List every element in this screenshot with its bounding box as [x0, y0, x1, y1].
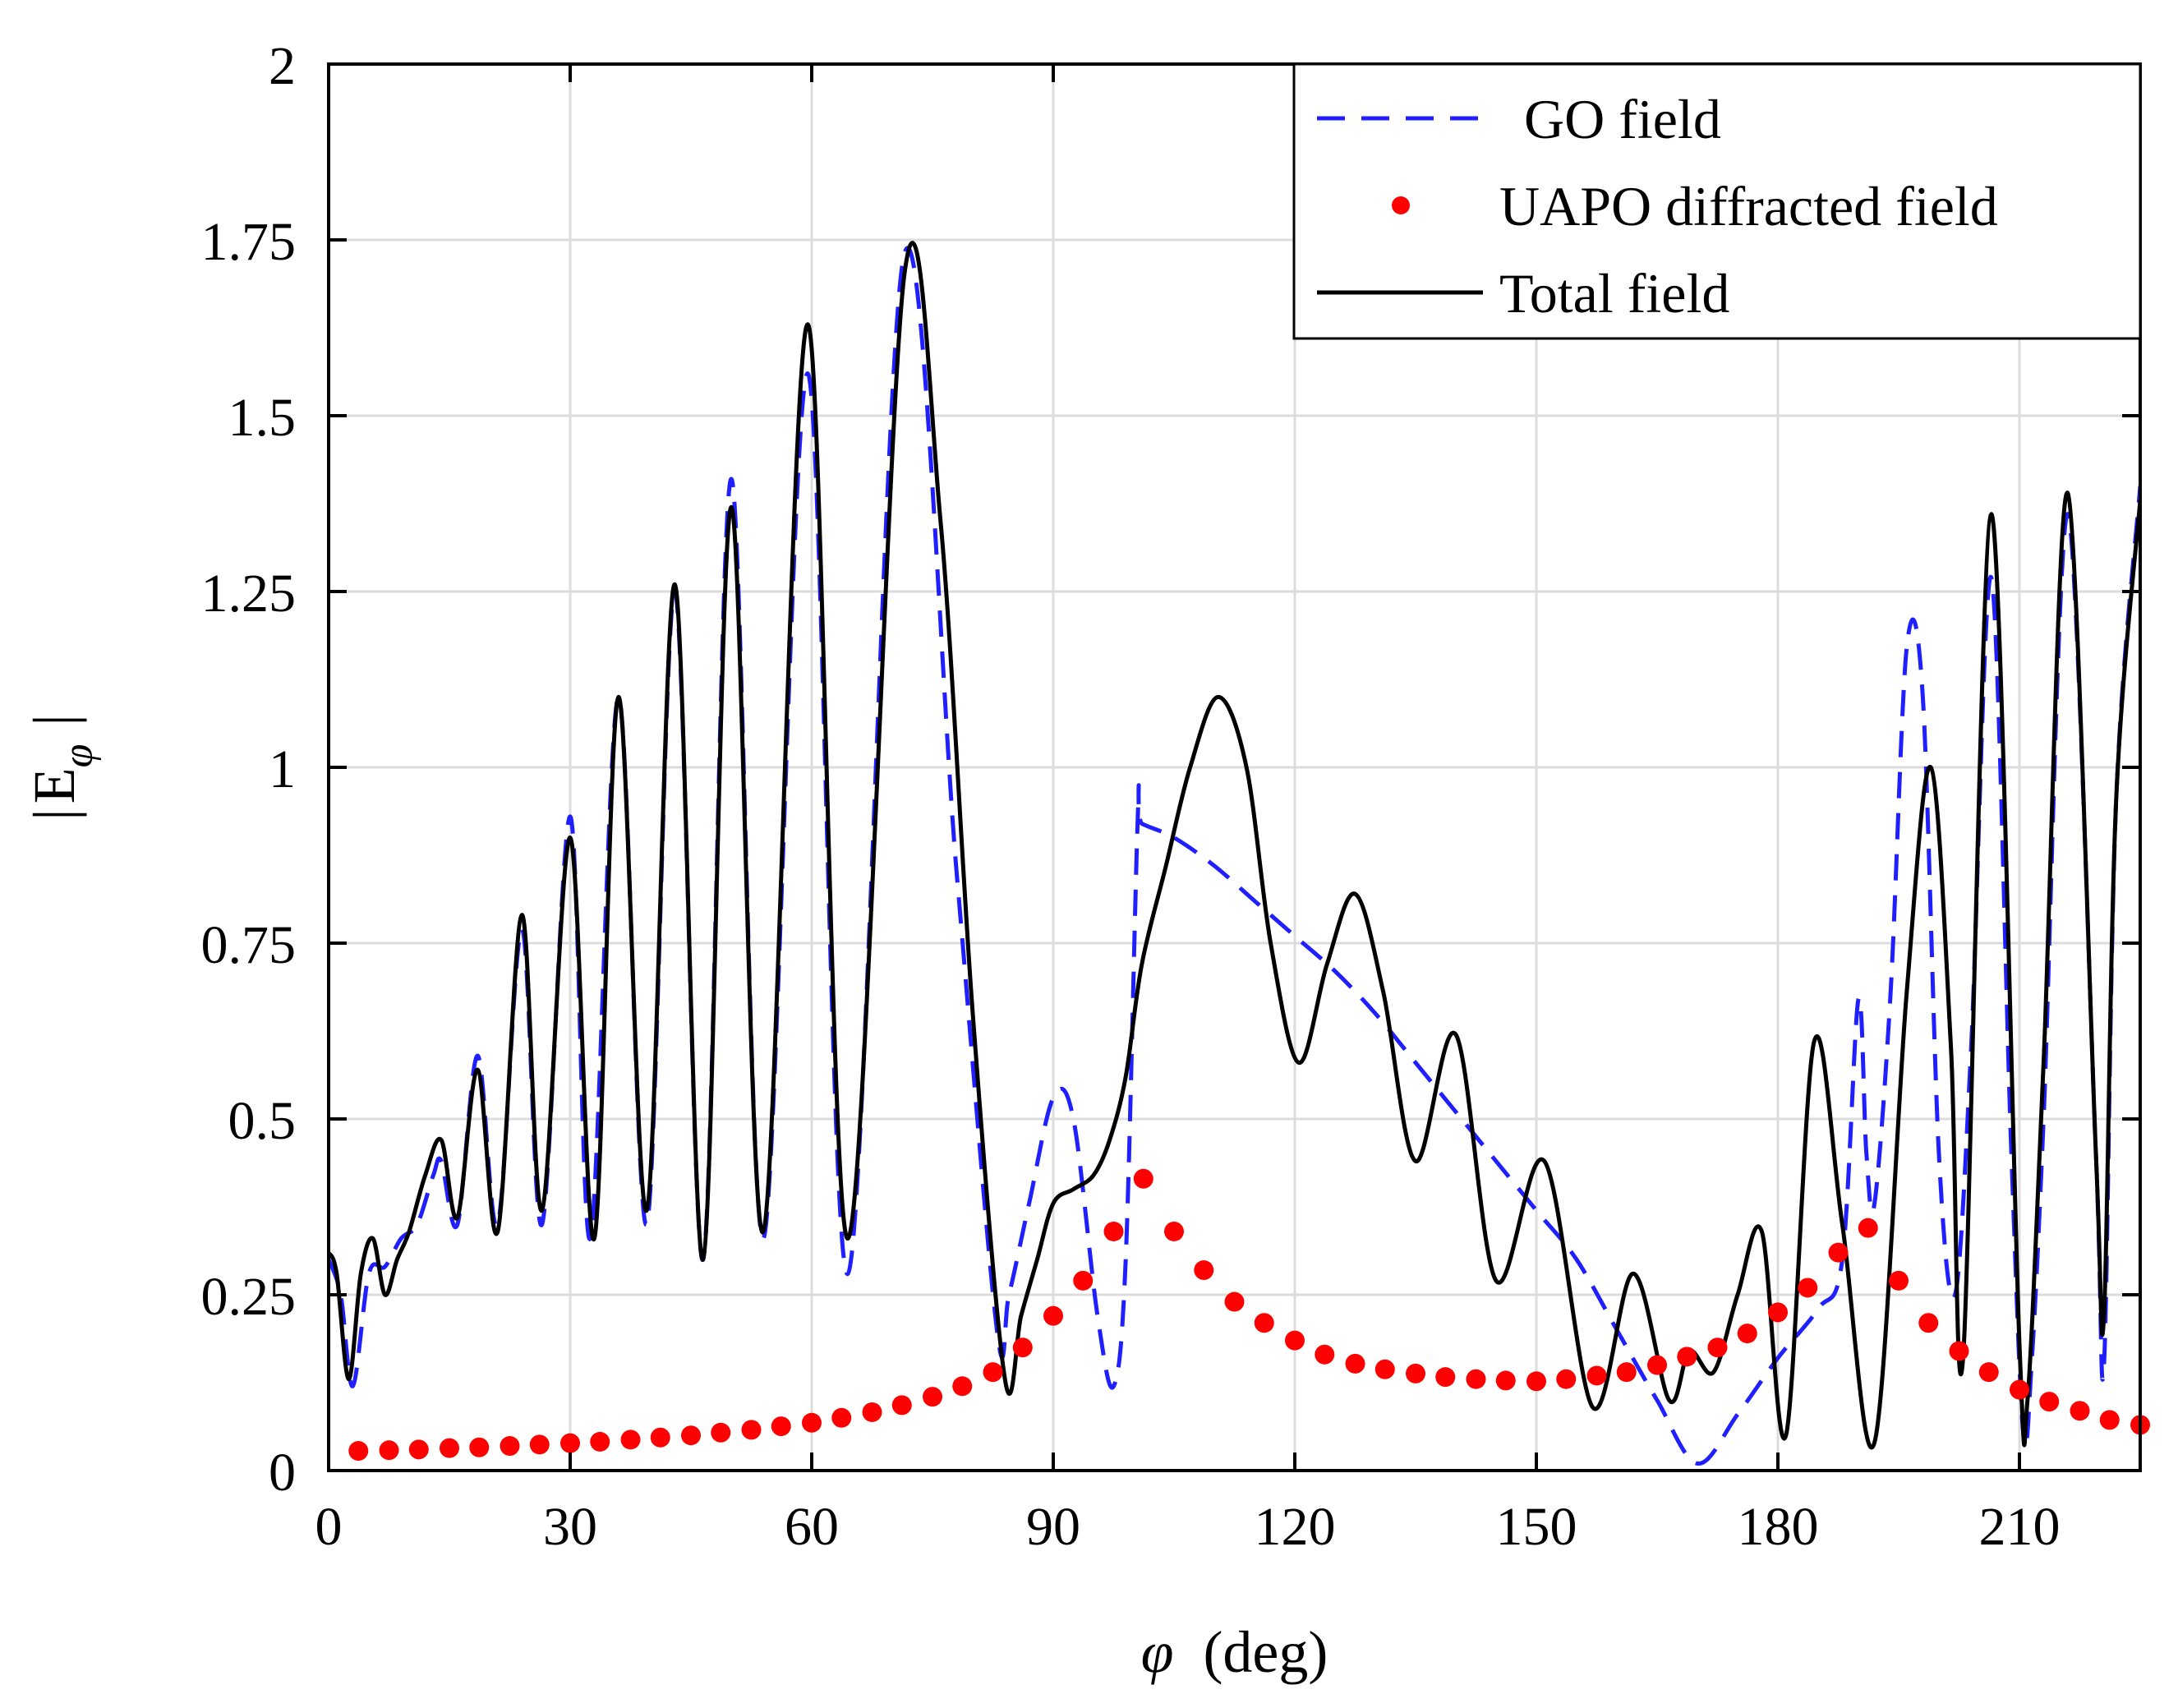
- x-axis-unit: (deg): [1203, 1619, 1328, 1685]
- uapo-data-point: [1194, 1260, 1214, 1281]
- uapo-data-point: [1889, 1270, 1909, 1291]
- uapo-data-point: [1677, 1347, 1697, 1367]
- uapo-data-point: [1345, 1353, 1365, 1374]
- uapo-data-point: [469, 1437, 490, 1457]
- x-tick-label: 60: [785, 1497, 839, 1557]
- uapo-data-point: [1254, 1313, 1274, 1333]
- uapo-data-point: [952, 1376, 973, 1397]
- x-tick-label: 0: [315, 1497, 343, 1557]
- uapo-data-point: [771, 1416, 791, 1437]
- y-tick-label: 1.75: [201, 212, 297, 272]
- uapo-data-point: [1798, 1278, 1818, 1298]
- uapo-data-point: [1978, 1362, 1999, 1383]
- uapo-data-point: [891, 1395, 912, 1416]
- y-tick-label: 0.75: [201, 915, 297, 975]
- uapo-data-point: [1315, 1344, 1335, 1365]
- uapo-data-point: [2039, 1392, 2060, 1412]
- uapo-data-point: [1285, 1330, 1305, 1351]
- uapo-data-point: [1103, 1221, 1124, 1241]
- uapo-data-point: [1556, 1369, 1577, 1389]
- x-tick-label: 90: [1026, 1497, 1080, 1557]
- uapo-data-point: [1858, 1218, 1878, 1238]
- series-line-total-field: [329, 241, 2140, 1450]
- y-tick-label: 1: [269, 739, 296, 799]
- uapo-data-point: [681, 1425, 701, 1446]
- x-tick-label: 210: [1979, 1497, 2061, 1557]
- uapo-data-point: [1828, 1242, 1849, 1263]
- y-tick-label: 1.25: [201, 564, 297, 624]
- uapo-data-point: [1012, 1337, 1033, 1358]
- uapo-data-point: [2099, 1410, 2120, 1430]
- uapo-data-point: [620, 1429, 641, 1450]
- x-tick-label: 30: [543, 1497, 597, 1557]
- plot-series: [329, 241, 2150, 1466]
- uapo-data-point: [590, 1431, 610, 1452]
- y-tick-label: 0.25: [201, 1267, 297, 1327]
- uapo-data-point: [802, 1412, 822, 1433]
- uapo-data-point: [1526, 1371, 1546, 1392]
- uapo-data-point: [1707, 1337, 1728, 1358]
- uapo-data-point: [1949, 1341, 1969, 1361]
- legend-swatch-uapo-field: [1392, 196, 1410, 214]
- uapo-data-point: [1918, 1313, 1939, 1333]
- uapo-data-point: [1164, 1221, 1184, 1241]
- y-tick-label: 1.5: [228, 388, 297, 448]
- uapo-data-point: [831, 1407, 852, 1428]
- y-axis-main: E: [21, 767, 87, 803]
- uapo-data-point: [500, 1436, 520, 1457]
- uapo-data-point: [1616, 1362, 1637, 1383]
- y-axis-title: |Eφ|: [21, 714, 102, 821]
- x-tick-label: 120: [1255, 1497, 1336, 1557]
- uapo-data-point: [348, 1441, 369, 1462]
- legend-label-total-field: Total field: [1499, 262, 1729, 325]
- uapo-data-point: [1043, 1305, 1063, 1326]
- uapo-data-point: [1737, 1324, 1757, 1344]
- uapo-data-point: [1466, 1369, 1486, 1389]
- uapo-data-point: [529, 1434, 550, 1455]
- uapo-data-point: [923, 1387, 942, 1407]
- series-line-go-field: [329, 246, 2140, 1466]
- uapo-data-point: [1435, 1367, 1456, 1388]
- uapo-data-point: [560, 1433, 580, 1453]
- legend: GO field UAPO diffracted field Total fie…: [1292, 62, 2142, 340]
- uapo-data-point: [1406, 1363, 1425, 1383]
- uapo-data-point: [1768, 1302, 1788, 1323]
- uapo-data-point: [2010, 1379, 2029, 1400]
- uapo-data-point: [408, 1439, 429, 1460]
- uapo-data-point: [1133, 1168, 1153, 1189]
- legend-label-uapo-field: UAPO diffracted field: [1499, 175, 1998, 237]
- axis-ticks: 0 30 60 90 120 150 180 210 0 0.25 0.5 0.75 1 1.25 1.5 1…: [201, 36, 2140, 1557]
- uapo-data-point: [983, 1362, 1003, 1383]
- uapo-data-point: [711, 1422, 731, 1443]
- uapo-data-point: [1374, 1359, 1395, 1379]
- uapo-data-point: [1647, 1355, 1667, 1375]
- legend-label-go-field: GO field: [1524, 88, 1721, 150]
- uapo-data-point: [1586, 1365, 1607, 1386]
- x-axis-symbol: φ: [1141, 1619, 1174, 1685]
- y-tick-label: 0.5: [228, 1091, 297, 1151]
- uapo-data-point: [2070, 1401, 2090, 1421]
- uapo-data-point: [1073, 1270, 1094, 1291]
- uapo-data-point: [650, 1427, 670, 1448]
- y-axis-subscript: φ: [55, 744, 102, 768]
- uapo-data-point: [1224, 1291, 1245, 1312]
- uapo-data-point: [440, 1438, 459, 1458]
- y-tick-label: 0: [269, 1443, 296, 1503]
- uapo-data-point: [741, 1420, 762, 1440]
- uapo-data-point: [379, 1440, 399, 1461]
- x-tick-label: 150: [1496, 1497, 1577, 1557]
- x-axis-title: φ (deg): [1141, 1619, 1328, 1685]
- uapo-data-point: [862, 1402, 882, 1422]
- x-tick-label: 180: [1738, 1497, 1819, 1557]
- y-tick-label: 2: [269, 36, 296, 96]
- uapo-data-point: [1495, 1370, 1516, 1391]
